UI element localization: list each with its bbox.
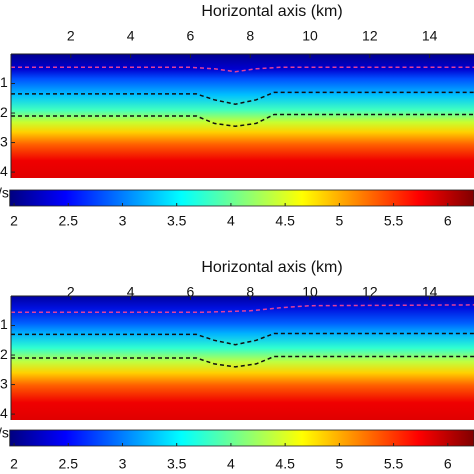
interface-line	[11, 304, 474, 313]
y-tick-label: 3	[0, 375, 8, 391]
colorbar	[9, 429, 474, 447]
velocity-field	[11, 54, 474, 178]
y-tick-label: 4	[0, 163, 8, 179]
x-tick-label: 8	[246, 284, 254, 300]
colorbar-tick-label: 5	[335, 456, 343, 472]
colorbar-tick-label: 3.5	[167, 456, 187, 472]
y-tick-label: 1	[0, 316, 8, 332]
interface-line	[11, 332, 474, 346]
colorbar-tick-label: 5	[335, 213, 343, 229]
x-tick-label: 2	[67, 284, 75, 300]
x-tick-label: 10	[302, 28, 318, 44]
colorbar-tick-label: 4.5	[275, 456, 295, 472]
colorbar-tick-label: 3	[119, 213, 127, 229]
x-tick-label: 14	[422, 28, 438, 44]
colorbar-tick-label: 5.5	[384, 456, 404, 472]
colorbar-tick-label: 4	[227, 213, 235, 229]
colorbar	[9, 189, 474, 207]
colorbar-tick-label: 4.5	[275, 213, 295, 229]
x-axis-title: Horizontal axis (km)	[201, 259, 342, 276]
x-tick-label: 6	[187, 284, 195, 300]
interface-line	[11, 113, 474, 128]
colorbar-tick-label: 2.5	[59, 456, 79, 472]
colorbar-tick-label: 3.5	[167, 213, 187, 229]
interface-line	[11, 91, 474, 105]
x-tick-label: 4	[127, 28, 135, 44]
colorbar-tick-label: 3	[119, 456, 127, 472]
colorbar-tick-label: 6	[444, 456, 452, 472]
colorbar-label: /s	[0, 185, 9, 201]
colorbar-tick-label: 6	[444, 213, 452, 229]
colorbar-tick-label: 2	[10, 213, 18, 229]
interface-line	[11, 66, 474, 73]
x-tick-label: 12	[362, 28, 378, 44]
x-tick-label: 8	[246, 28, 254, 44]
y-tick-label: 2	[0, 104, 8, 120]
x-tick-label: 6	[187, 28, 195, 44]
interface-line	[11, 355, 474, 368]
colorbar-tick-label: 5.5	[384, 213, 404, 229]
colorbar-label: /s	[0, 425, 9, 441]
x-tick-label: 4	[127, 284, 135, 300]
y-tick-label: 1	[0, 74, 8, 90]
colorbar-tick-label: 2.5	[59, 213, 79, 229]
y-tick-label: 4	[0, 405, 8, 421]
colorbar-tick-label: 4	[227, 456, 235, 472]
colorbar-tick-label: 2	[10, 456, 18, 472]
x-tick-label: 2	[67, 28, 75, 44]
x-axis-title: Horizontal axis (km)	[201, 3, 342, 20]
y-tick-label: 2	[0, 346, 8, 362]
y-tick-label: 3	[0, 133, 8, 149]
velocity-field	[11, 296, 474, 420]
